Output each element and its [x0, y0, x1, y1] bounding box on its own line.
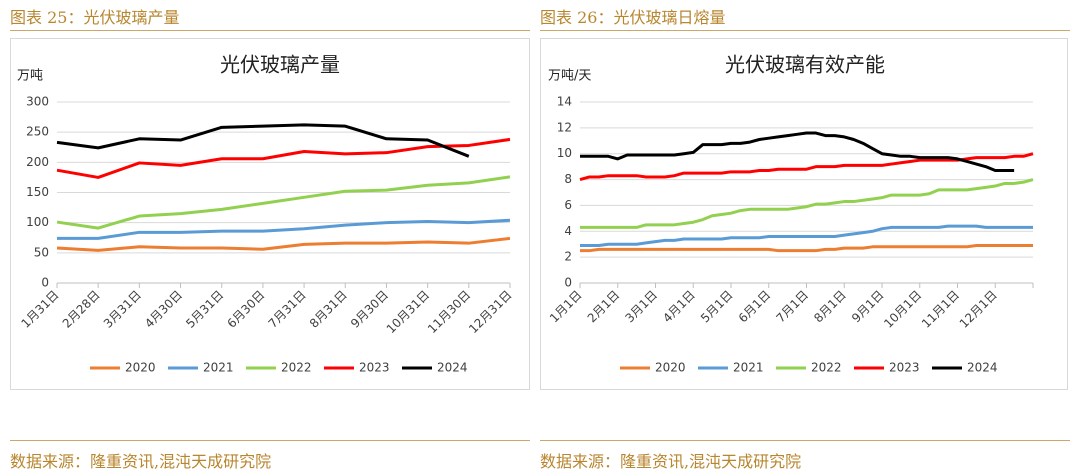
legend-label: 2023: [359, 361, 390, 375]
chart-frame: [540, 38, 1068, 390]
y-tick-label: 300: [26, 95, 49, 109]
y-tick-label: 200: [26, 155, 49, 169]
series-line: [56, 175, 511, 230]
legend-label: 2022: [811, 361, 842, 375]
legend-label: 2021: [733, 361, 764, 375]
y-tick-label: 14: [557, 95, 572, 109]
series-line: [580, 224, 1033, 248]
y-tick-label: 12: [557, 120, 572, 134]
chart: 光伏玻璃产量万吨0501001502002503001月31日2月28日3月31…: [10, 38, 530, 390]
y-tick-label: 10: [557, 146, 572, 160]
y-tick-label: 6: [564, 198, 572, 212]
y-axis-label: 万吨: [17, 69, 43, 84]
legend-label: 2020: [125, 361, 156, 375]
legend-label: 2022: [281, 361, 312, 375]
series-line: [56, 123, 470, 158]
legend-label: 2024: [437, 361, 468, 375]
legend-label: 2023: [889, 361, 920, 375]
figure-label: 图表 26：光伏玻璃日熔量: [540, 8, 726, 27]
series-line: [57, 218, 511, 240]
series-line: [56, 137, 511, 179]
source: 数据来源：隆重资讯,混沌天成研究院: [540, 452, 802, 471]
rule: [10, 440, 530, 441]
chart-frame: [10, 38, 530, 390]
y-tick-label: 50: [34, 245, 49, 259]
y-tick-label: 0: [41, 276, 49, 290]
series-line: [580, 131, 1015, 173]
y-tick-label: 4: [564, 224, 572, 238]
legend-label: 2020: [655, 361, 686, 375]
chart-title: 光伏玻璃有效产能: [725, 53, 885, 77]
source: 数据来源：隆重资讯,混沌天成研究院: [10, 452, 272, 471]
chart-title: 光伏玻璃产量: [220, 53, 340, 77]
rule: [10, 30, 530, 31]
rule: [540, 440, 1070, 441]
y-tick-label: 100: [26, 215, 49, 229]
series-line: [580, 178, 1034, 229]
figure-label: 图表 25：光伏玻璃产量: [10, 8, 180, 27]
legend-label: 2024: [967, 361, 998, 375]
rule: [540, 30, 1070, 31]
y-axis-label: 万吨/天: [548, 69, 591, 84]
y-tick-label: 150: [26, 185, 49, 199]
series-line: [56, 236, 511, 252]
y-tick-label: 250: [26, 125, 49, 139]
y-tick-label: 2: [564, 250, 572, 264]
series-line: [580, 244, 1033, 253]
y-tick-label: 0: [564, 276, 572, 290]
y-tick-label: 8: [564, 172, 572, 186]
legend-label: 2021: [203, 361, 234, 375]
